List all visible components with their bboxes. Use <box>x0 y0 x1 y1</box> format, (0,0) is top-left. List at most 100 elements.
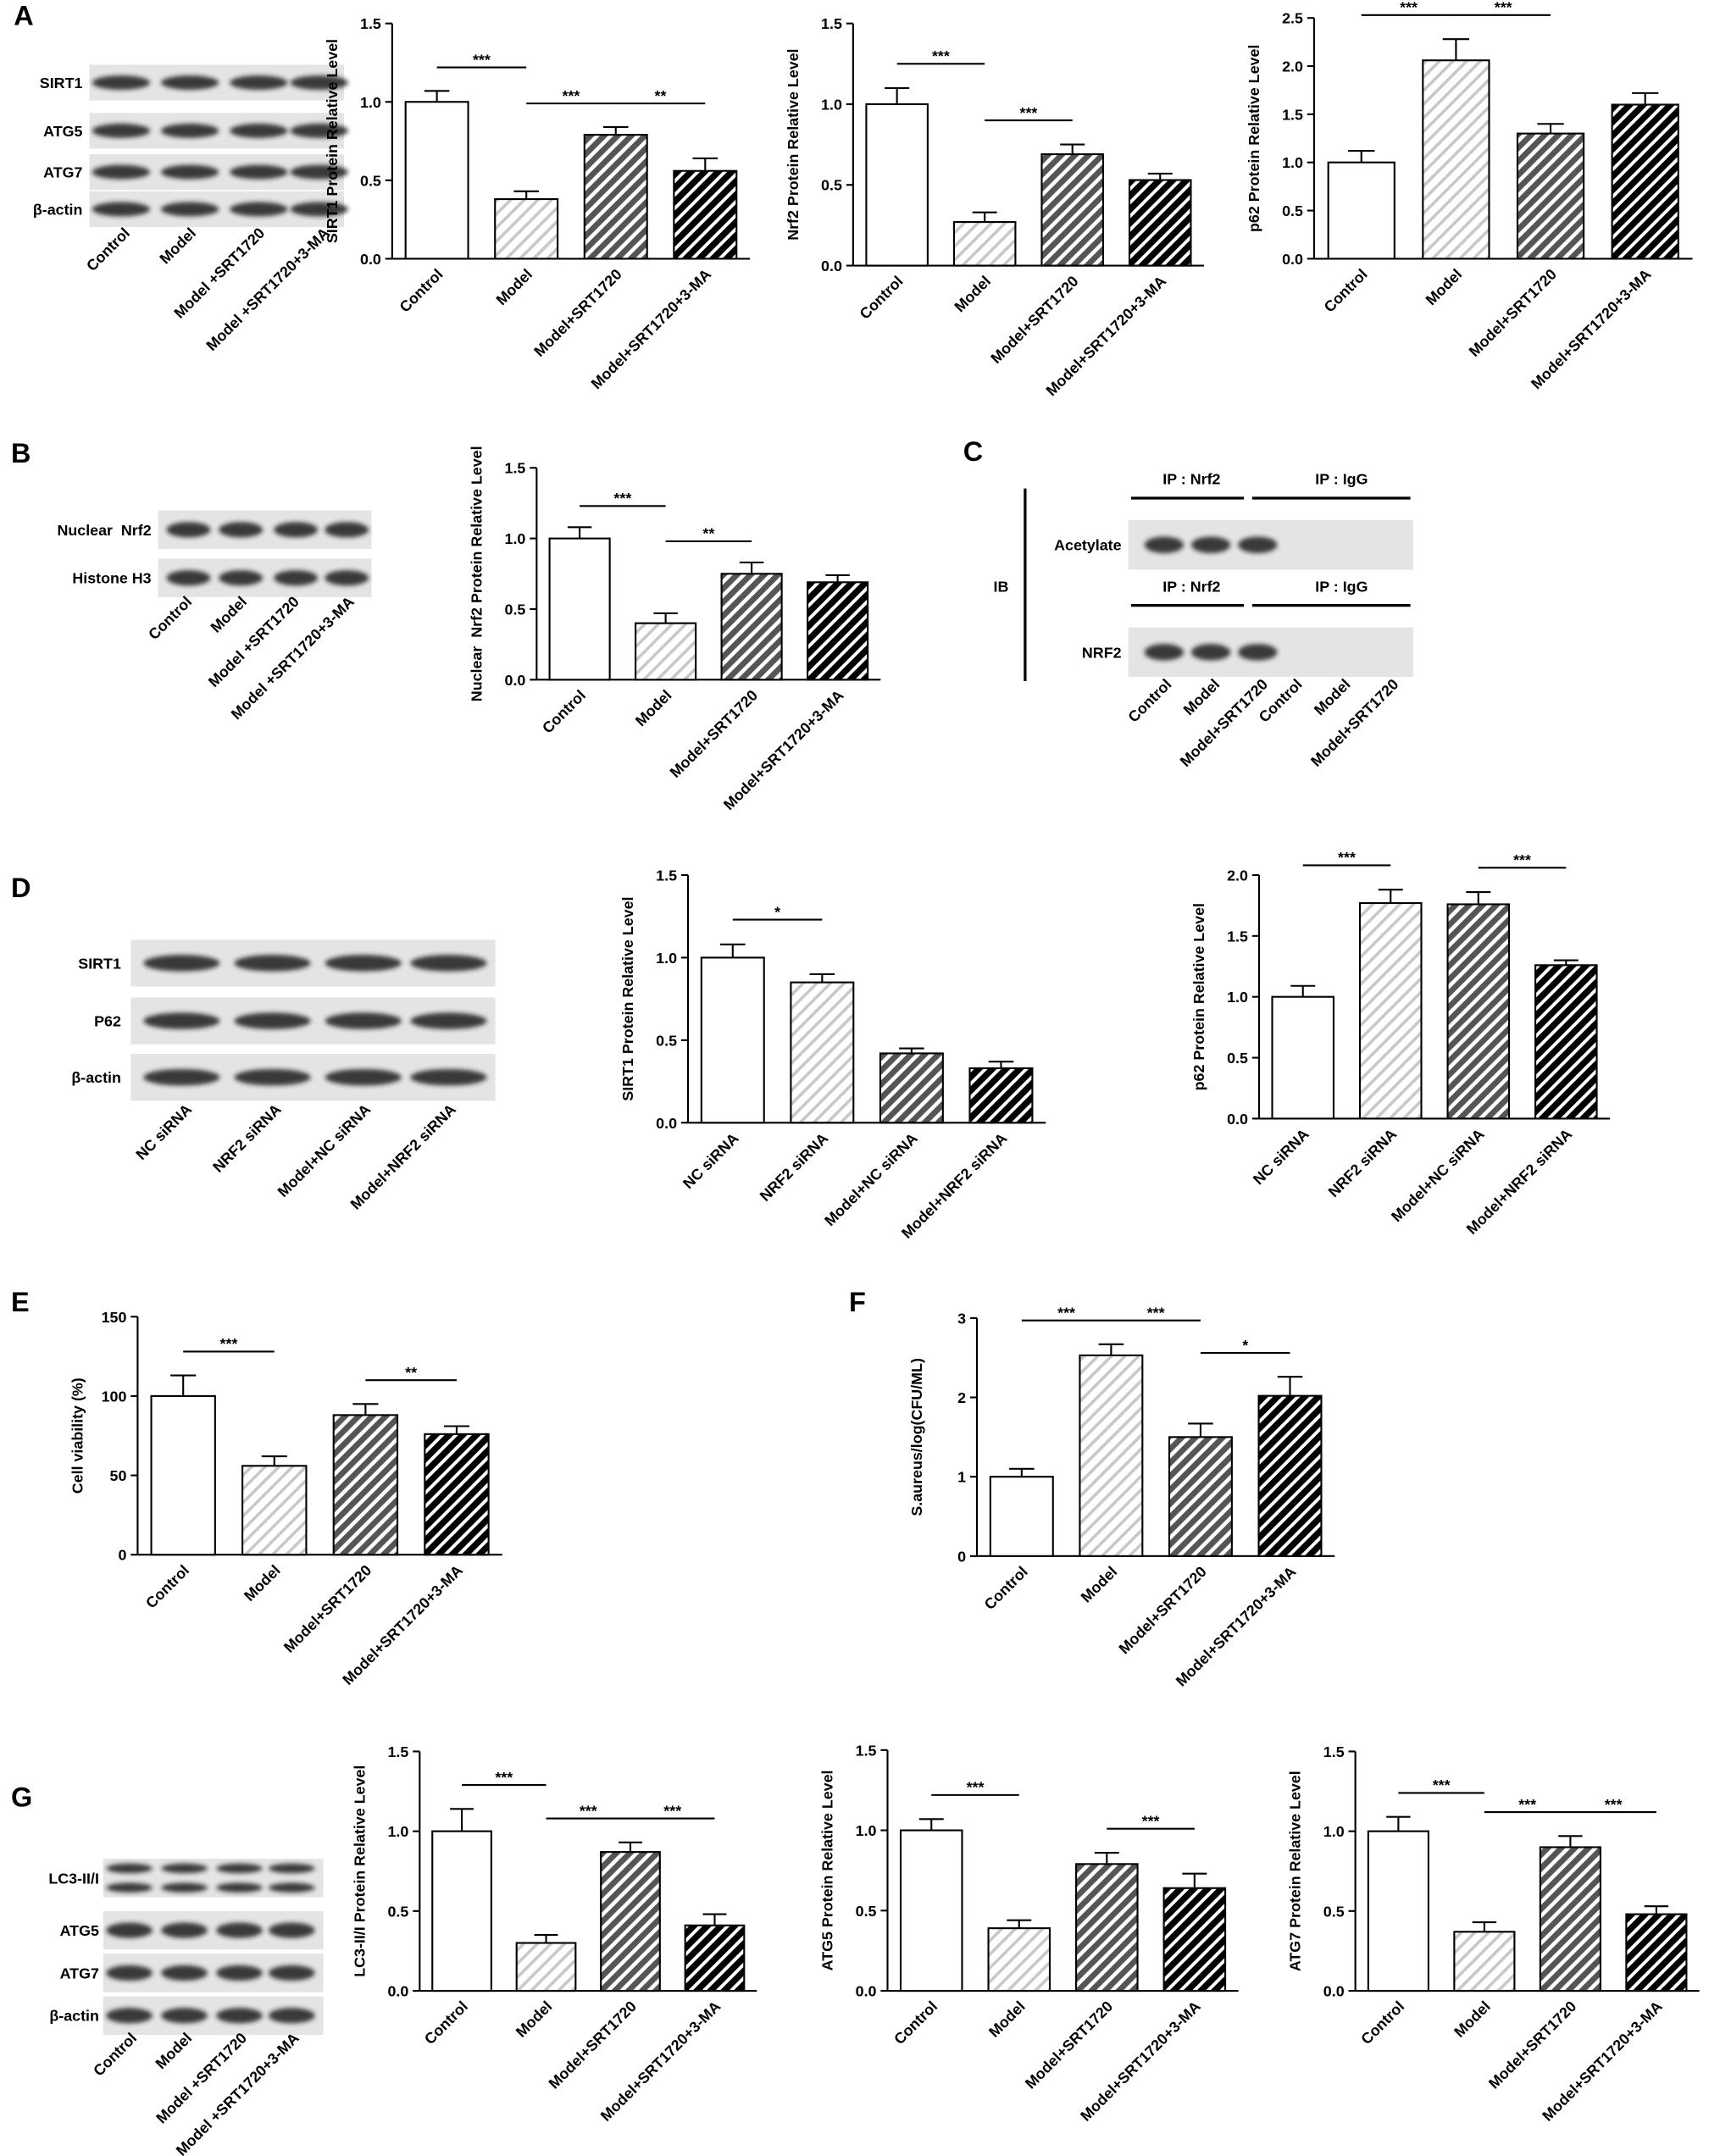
blot-band <box>325 1068 402 1086</box>
bar <box>987 1927 1051 1992</box>
blot-band <box>216 1922 263 1938</box>
error-bar <box>1537 123 1564 134</box>
bar <box>600 1851 661 1992</box>
bar <box>1162 1887 1227 1992</box>
y-tick-label: 0.0 <box>856 1983 877 2000</box>
y-tick-label: 3 <box>957 1310 966 1327</box>
error-bar <box>825 574 850 583</box>
y-tick-label: 1.0 <box>1227 989 1248 1006</box>
error-bar <box>653 612 678 624</box>
bar <box>684 1924 746 1992</box>
error-bar <box>1060 143 1085 155</box>
significance-label: *** <box>1605 1796 1623 1813</box>
blot-band <box>269 1863 315 1874</box>
blot-band <box>161 1922 208 1938</box>
error-bar <box>739 561 764 574</box>
bar <box>1539 1846 1601 1992</box>
blot-band <box>1144 536 1185 553</box>
blot-band <box>1144 644 1185 661</box>
bar <box>968 1067 1034 1124</box>
blot-band <box>269 1922 315 1938</box>
error-bar <box>1348 150 1375 163</box>
blot-band <box>106 2008 153 2024</box>
error-bar <box>170 1374 197 1396</box>
blot-band <box>216 1882 263 1893</box>
blot-band <box>269 1965 315 1981</box>
bar <box>1446 903 1511 1120</box>
y-tick-label: 0.0 <box>656 1115 677 1132</box>
error-bar <box>619 1841 642 1853</box>
y-tick-label: 2 <box>957 1389 966 1406</box>
error-bar <box>988 1061 1014 1068</box>
blot-band <box>166 570 211 586</box>
error-bar <box>1277 1376 1303 1396</box>
blot-band <box>219 570 264 586</box>
error-bar <box>809 973 835 983</box>
significance-label: *** <box>932 47 950 64</box>
blot-row-label: ATG5 <box>43 123 82 140</box>
bar <box>583 134 648 260</box>
blot-band <box>161 75 219 90</box>
significance-label: *** <box>1495 0 1512 16</box>
error-bar <box>1472 1920 1497 1932</box>
y-tick-label: 0.5 <box>505 601 526 618</box>
bar <box>1128 179 1192 267</box>
y-tick-label: 0.5 <box>656 1032 677 1049</box>
y-tick-label: 2.0 <box>1227 867 1248 884</box>
bar <box>879 1052 944 1124</box>
blot-row-label: Histone H3 <box>72 570 151 587</box>
error-bar <box>450 1808 474 1832</box>
y-tick-label: 0.0 <box>505 672 526 689</box>
blot-band <box>290 202 348 217</box>
blot-band <box>1238 536 1278 553</box>
bar <box>1611 103 1679 260</box>
significance-label: *** <box>220 1335 238 1352</box>
error-bar <box>1558 1835 1583 1848</box>
y-axis-title: ATG7 Protein Relative Level <box>1287 1771 1304 1971</box>
bar <box>1327 161 1395 260</box>
significance-label: *** <box>1142 1812 1160 1829</box>
y-tick-label: 2.0 <box>1282 58 1303 75</box>
y-axis-title: LC3-II/I Protein Relative Level <box>351 1765 368 1977</box>
blot-band <box>234 955 311 972</box>
significance-label: *** <box>473 51 491 68</box>
y-tick-label: 1.5 <box>505 460 526 477</box>
significance-label: *** <box>967 1779 985 1796</box>
y-tick-label: 0.5 <box>387 1903 408 1920</box>
panel-label: G <box>11 1782 32 1812</box>
error-bar <box>261 1455 287 1466</box>
blot-band <box>230 202 288 217</box>
panel-label: C <box>963 436 983 467</box>
error-bar <box>1188 1422 1213 1438</box>
y-tick-label: 1.5 <box>1323 1743 1345 1760</box>
error-bar <box>513 190 539 200</box>
y-tick-label: 1.5 <box>1227 928 1248 945</box>
y-tick-label: 0.0 <box>387 1983 408 2000</box>
blot-band <box>143 955 220 972</box>
blot-band <box>230 164 288 180</box>
bar <box>1079 1354 1144 1557</box>
blot-band <box>92 123 151 138</box>
significance-label: ** <box>405 1364 417 1381</box>
y-tick-label: 1.5 <box>856 1742 877 1759</box>
y-axis-title: Nrf2 Protein Relative Level <box>785 48 802 240</box>
blot-band <box>161 164 219 180</box>
blot-row-label: SIRT1 <box>40 75 83 91</box>
error-bar <box>885 86 910 104</box>
blot-band <box>269 2008 315 2024</box>
error-bar <box>1442 38 1470 61</box>
error-bar <box>692 157 719 171</box>
error-bar <box>424 90 450 103</box>
blot-band <box>216 2008 263 2024</box>
significance-label: *** <box>1338 849 1356 866</box>
ip-header: IP : IgG <box>1315 578 1368 595</box>
blot-band <box>230 123 288 138</box>
error-bar <box>1632 91 1659 105</box>
y-tick-label: 1.0 <box>821 96 842 113</box>
blot-band <box>161 1882 208 1893</box>
error-bar <box>1007 1919 1032 1929</box>
bar <box>1516 132 1585 260</box>
bar <box>720 573 783 681</box>
bar <box>700 956 765 1124</box>
blot-band <box>161 1863 208 1874</box>
